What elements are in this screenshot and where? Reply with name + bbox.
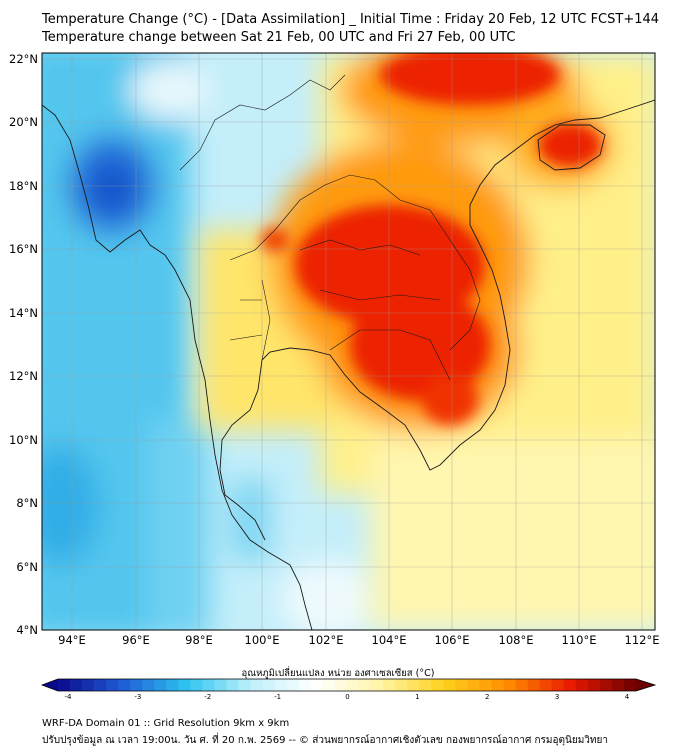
title-line-1: Temperature Change (°C) - [Data Assimila… bbox=[42, 12, 660, 27]
colorbar-segment bbox=[154, 679, 167, 691]
colorbar-segment bbox=[298, 679, 312, 691]
lat-label-12: 12°N bbox=[9, 369, 38, 383]
colorbar-tick-label: 1 bbox=[415, 693, 420, 701]
lat-label-14: 14°N bbox=[9, 306, 38, 320]
colorbar-segment bbox=[539, 679, 553, 691]
colorbar-segment bbox=[515, 679, 528, 691]
colorbar-tick-label: -1 bbox=[274, 693, 282, 701]
colorbar-segment bbox=[347, 679, 360, 691]
colorbar-segment bbox=[118, 679, 131, 691]
colorbar-label: อุณหภูมิเปลี่ยนแปลง หน่วย องศาเซลเซียส (… bbox=[241, 668, 435, 679]
colorbar-segment bbox=[142, 679, 155, 691]
colorbar-tick-label: 0 bbox=[345, 693, 350, 701]
colorbar-tick-label: 2 bbox=[485, 693, 490, 701]
lat-label-10: 10°N bbox=[9, 433, 38, 447]
colorbar-segment bbox=[238, 679, 251, 691]
colorbar-tick-label: -4 bbox=[64, 693, 72, 701]
colorbar-segment bbox=[359, 679, 372, 691]
colorbar-segment bbox=[82, 679, 95, 691]
colorbar-segment bbox=[623, 679, 637, 691]
temperature-change-map bbox=[40, 52, 657, 692]
lat-label-20: 20°N bbox=[9, 115, 38, 129]
colorbar-segment bbox=[395, 679, 408, 691]
footer-line-1: WRF-DA Domain 01 :: Grid Resolution 9km … bbox=[42, 718, 290, 729]
colorbar-segment bbox=[575, 679, 589, 691]
colorbar-segment bbox=[334, 679, 348, 691]
colorbar-segment bbox=[527, 679, 540, 691]
colorbar-segment bbox=[94, 679, 107, 691]
colorbar-segment bbox=[371, 679, 384, 691]
colorbar-segment bbox=[70, 679, 83, 691]
colorbar-tick-label: 4 bbox=[624, 693, 630, 701]
lat-label-6: 6°N bbox=[16, 560, 38, 574]
footer-line-2: ปรับปรุงข้อมูล ณ เวลา 19:00น. วัน ศ. ที่… bbox=[42, 735, 608, 746]
colorbar-segment bbox=[310, 679, 324, 691]
colorbar-tick-label: -3 bbox=[134, 693, 142, 701]
colorbar-segment bbox=[431, 679, 444, 691]
colorbar-segment bbox=[262, 679, 276, 691]
colorbar-segment bbox=[250, 679, 264, 691]
colorbar-segment bbox=[214, 679, 227, 691]
graticule bbox=[42, 53, 655, 630]
colorbar-segment bbox=[503, 679, 516, 691]
lon-label-102: 102°E bbox=[308, 633, 344, 647]
colorbar-segment bbox=[190, 679, 203, 691]
coastline bbox=[42, 99, 655, 630]
colorbar-segment bbox=[479, 679, 492, 691]
lat-label-4: 4°N bbox=[16, 623, 38, 637]
colorbar-segment bbox=[58, 679, 71, 691]
lat-label-8: 8°N bbox=[16, 496, 38, 510]
lon-label-110: 110°E bbox=[561, 633, 597, 647]
colorbar-tick-label: -2 bbox=[204, 693, 212, 701]
colorbar-segment bbox=[407, 679, 420, 691]
lat-label-16: 16°N bbox=[9, 242, 38, 256]
lon-label-106: 106°E bbox=[434, 633, 470, 647]
colorbar-segment bbox=[178, 679, 191, 691]
colorbar-segment bbox=[563, 679, 577, 691]
lon-label-112: 112°E bbox=[624, 633, 660, 647]
colorbar-min-arrow bbox=[42, 679, 58, 691]
colorbar-segment bbox=[491, 679, 504, 691]
map-frame bbox=[41, 52, 656, 631]
lon-label-94: 94°E bbox=[58, 633, 86, 647]
colorbar-segment bbox=[202, 679, 215, 691]
colorbar-segment bbox=[611, 679, 625, 691]
colorbar-segment bbox=[274, 679, 288, 691]
colorbar-segment bbox=[551, 679, 565, 691]
colorbar-segment bbox=[286, 679, 300, 691]
lon-label-108: 108°E bbox=[498, 633, 534, 647]
cool-anomaly-areas bbox=[42, 53, 380, 630]
colorbar-segment bbox=[467, 679, 480, 691]
lon-label-98: 98°E bbox=[185, 633, 213, 647]
hainan-coast bbox=[537, 124, 606, 171]
colorbar-tick-label: 3 bbox=[554, 693, 560, 701]
colorbar-segment bbox=[443, 679, 456, 691]
lat-label-22: 22°N bbox=[9, 52, 38, 66]
colorbar-segment bbox=[322, 679, 336, 691]
colorbar-max-arrow bbox=[636, 679, 655, 691]
colorbar-segment bbox=[130, 679, 143, 691]
land-borders bbox=[179, 74, 481, 381]
colorbar-segment bbox=[599, 679, 613, 691]
colorbar-segment bbox=[383, 679, 396, 691]
colorbar-segment bbox=[419, 679, 432, 691]
colorbar-frame bbox=[40, 678, 657, 692]
title-line-2: Temperature change between Sat 21 Feb, 0… bbox=[42, 30, 516, 45]
colorbar-segment bbox=[587, 679, 601, 691]
lon-label-100: 100°E bbox=[244, 633, 280, 647]
lon-label-104: 104°E bbox=[371, 633, 407, 647]
colorbar-segment bbox=[166, 679, 179, 691]
colorbar-segment bbox=[455, 679, 468, 691]
lon-label-96: 96°E bbox=[122, 633, 150, 647]
hot-core-areas bbox=[261, 53, 602, 425]
colorbar bbox=[40, 678, 657, 692]
lat-label-18: 18°N bbox=[9, 179, 38, 193]
colorbar-segment bbox=[106, 679, 119, 691]
colorbar-segment bbox=[226, 679, 239, 691]
